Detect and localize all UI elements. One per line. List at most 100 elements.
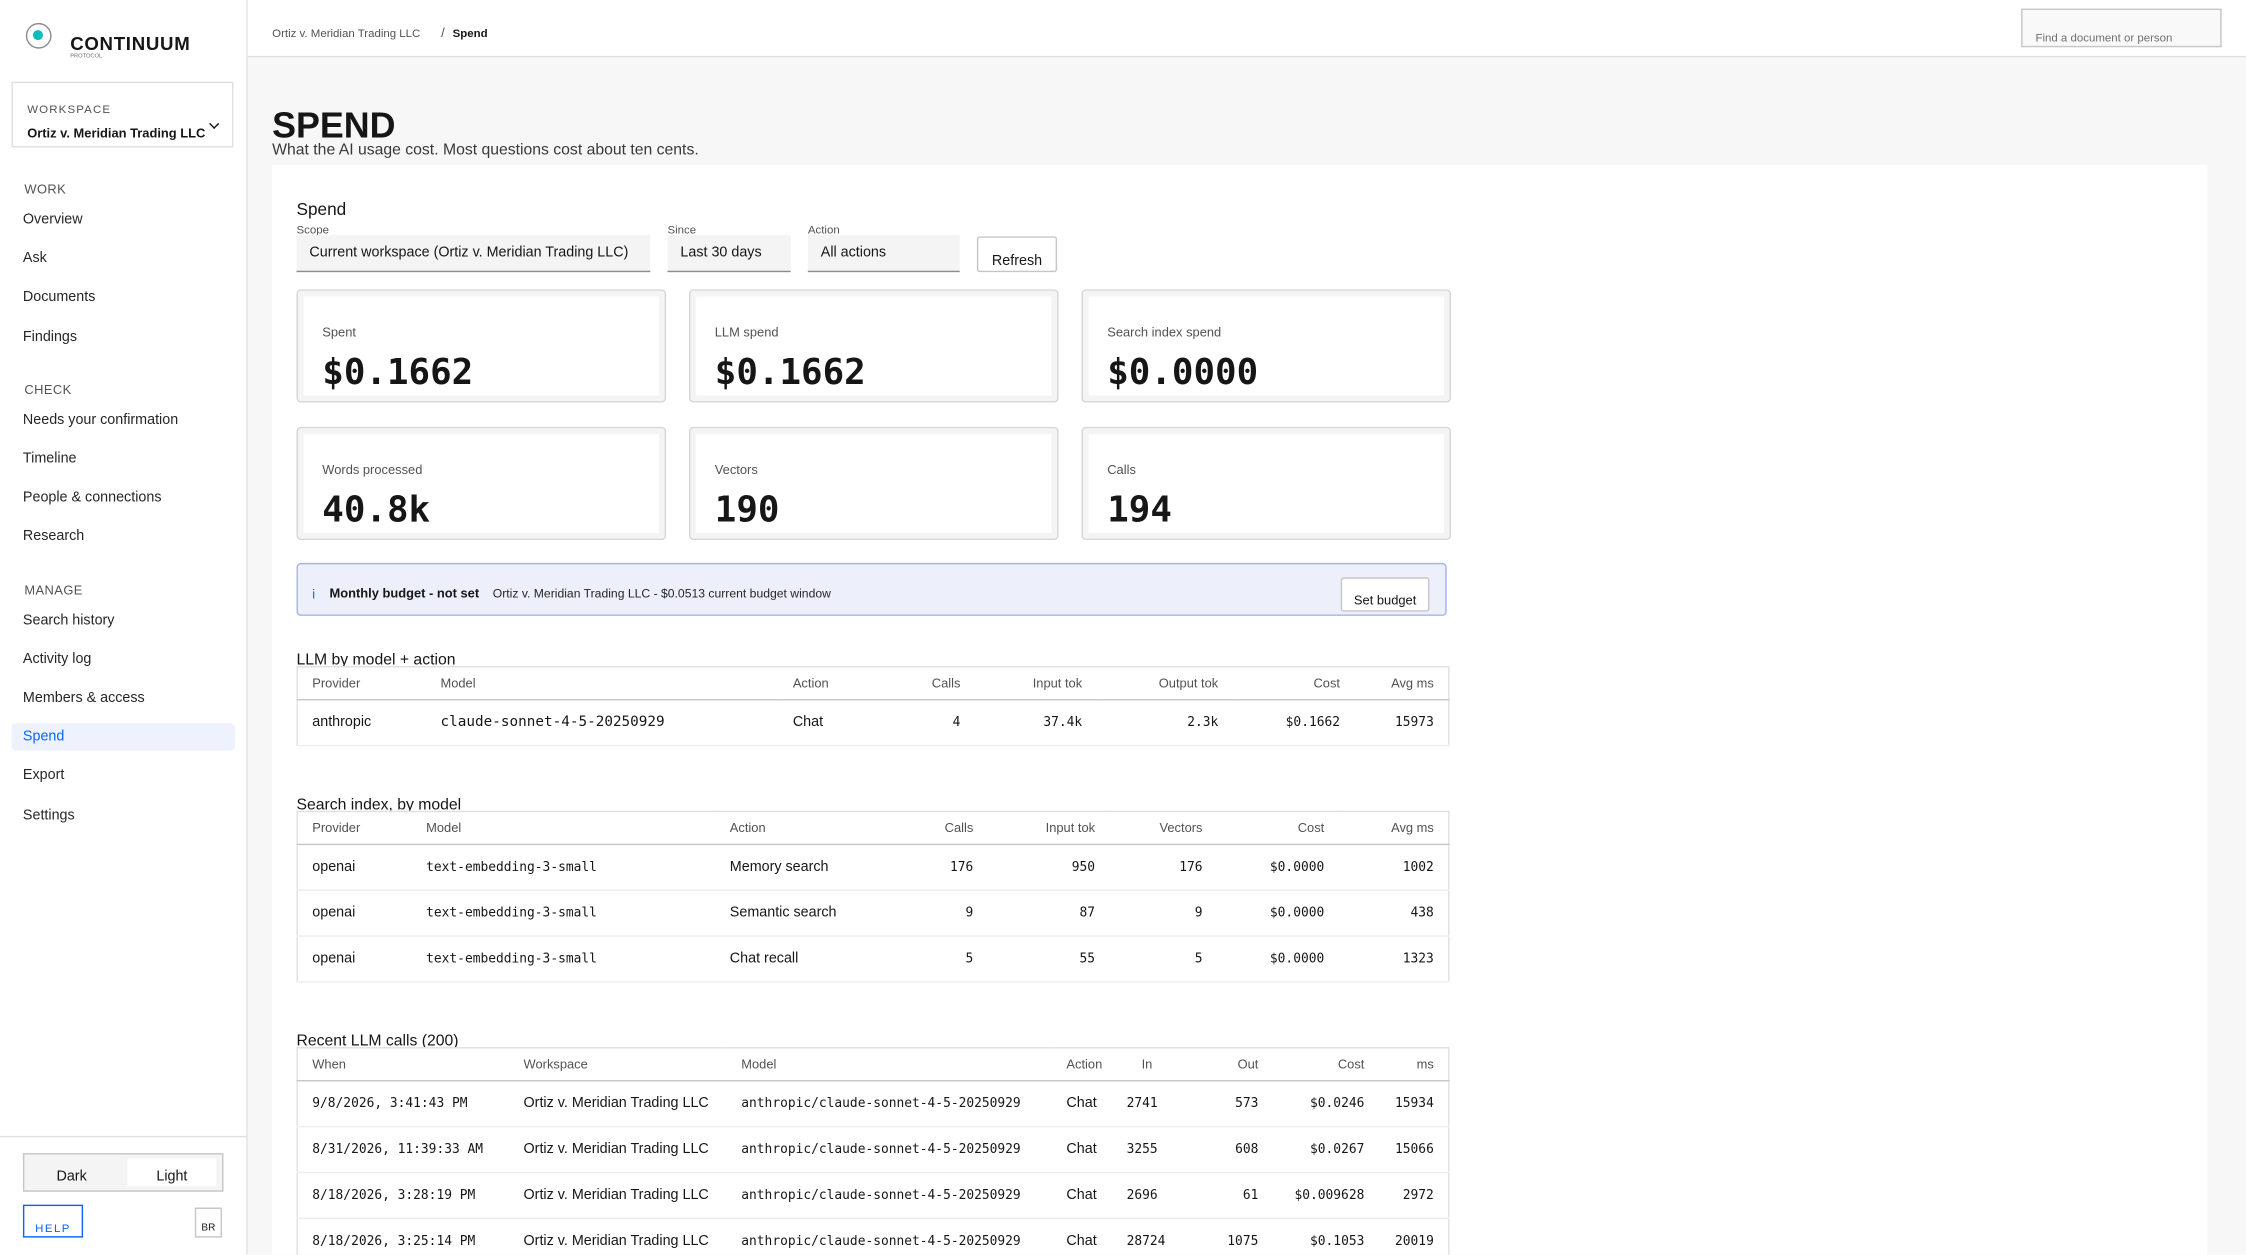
stat-value: 194 — [1107, 488, 1172, 530]
nav-item[interactable]: Settings — [22, 807, 75, 824]
table-cell: $0.0000 — [1216, 890, 1339, 937]
table-cell: 28724 — [1112, 1218, 1167, 1255]
search-box[interactable]: Find a document or person — [2021, 8, 2222, 48]
table-cell: Ortiz v. Meridian Trading LLC — [509, 1126, 727, 1174]
data-table: When Workspace Model Action In Out Cost ms 9/8/2… — [296, 1047, 1450, 1255]
table-cell: 8/18/2026, 3:25:14 PM — [297, 1218, 510, 1255]
theme-toggle: Dark Light — [22, 1153, 224, 1192]
nav-item[interactable]: Research — [22, 529, 85, 545]
nav-item[interactable]: Export — [22, 768, 65, 785]
table-cell: 1075 — [1166, 1218, 1273, 1255]
breadcrumb-item[interactable]: Ortiz v. Meridian Trading LLC — [272, 27, 421, 41]
filter-select[interactable]: Current workspace (Ortiz v. Meridian Tra… — [296, 234, 651, 273]
table-cell: text-embedding-3-small — [411, 890, 716, 937]
set-budget-button[interactable]: Set budget — [1340, 577, 1430, 612]
column-header: In — [1112, 1047, 1167, 1082]
table-cell: 15973 — [1354, 699, 1449, 747]
budget-banner: i Monthly budget - not set Ortiz v. Meridi… — [296, 562, 1447, 616]
data-table: Provider Model Action Calls Input tok Vectors… — [296, 810, 1450, 983]
stat-card: Words processed 40.8k — [296, 426, 667, 541]
breadcrumb-item: Spend — [452, 27, 488, 41]
stat-card: Vectors 190 — [688, 426, 1059, 541]
table-title: Search index, by model — [296, 796, 462, 814]
nav-item[interactable]: Documents — [22, 289, 96, 306]
table-cell: anthropic/claude-sonnet-4-5-20250929 — [726, 1172, 1053, 1219]
theme-option[interactable]: Light — [127, 1158, 217, 1187]
tbody: openai text-embedding-3-small Memory searc… — [297, 844, 1449, 983]
table-cell: text-embedding-3-small — [411, 844, 716, 891]
column-header: Action — [1052, 1047, 1113, 1082]
table-row: anthropic claude-sonnet-4-5-20250929 Chat 4… — [297, 699, 1449, 747]
refresh-button[interactable]: Refresh — [976, 236, 1058, 273]
column-header: Input tok — [974, 666, 1097, 701]
nav-item[interactable]: Timeline — [22, 451, 77, 467]
table-cell: openai — [297, 890, 412, 937]
table-cell: 9/8/2026, 3:41:43 PM — [297, 1080, 510, 1128]
sidebar — [0, 0, 248, 1255]
workspace-label: WORKSPACE — [27, 103, 112, 117]
table-cell: Chat — [1052, 1126, 1113, 1174]
stat-label: Vectors — [714, 462, 758, 477]
table-row: openai text-embedding-3-small Chat recall 5… — [297, 936, 1449, 983]
column-header: Provider — [297, 666, 427, 701]
table-cell: Chat — [778, 699, 882, 747]
table-cell: 1323 — [1338, 936, 1449, 983]
filter-label: Since — [667, 223, 697, 237]
sidebar-divider — [0, 1135, 247, 1138]
nav-section: MANAGE — [24, 582, 83, 597]
data-table: Provider Model Action Calls Input tok Output … — [296, 666, 1450, 747]
column-header: Input tok — [987, 811, 1110, 846]
table-cell: 1002 — [1338, 844, 1449, 891]
table-cell: 55 — [987, 936, 1110, 983]
table-cell: anthropic/claude-sonnet-4-5-20250929 — [726, 1080, 1053, 1128]
table-row: 8/18/2026, 3:28:19 PM Ortiz v. Meridian T… — [297, 1172, 1449, 1219]
table-row: openai text-embedding-3-small Semantic sea… — [297, 890, 1449, 937]
help-button[interactable]: HELP — [22, 1204, 84, 1238]
workspace-name: Ortiz v. Meridian Trading LLC — [27, 126, 206, 141]
nav-item[interactable]: Findings — [22, 328, 78, 345]
table-cell: 9 — [1109, 890, 1217, 937]
thead: Provider Model Action Calls Input tok Output … — [297, 666, 1449, 701]
table-cell: $0.1053 — [1272, 1218, 1379, 1255]
breadcrumb-sep: / — [441, 25, 445, 41]
avatar[interactable]: BR — [194, 1207, 223, 1238]
header-row: Provider Model Action Calls Input tok Output … — [297, 666, 1449, 701]
table-cell: anthropic/claude-sonnet-4-5-20250929 — [726, 1218, 1053, 1255]
stat-card: Search index spend $0.0000 — [1081, 289, 1452, 403]
column-header: Provider — [297, 811, 412, 846]
workspace-select[interactable]: WORKSPACE Ortiz v. Meridian Trading LLC — [11, 81, 234, 148]
brand: CONTINUUM — [70, 32, 191, 55]
nav-item[interactable]: Overview — [22, 211, 83, 228]
nav-item[interactable]: Needs your confirmation — [22, 412, 179, 428]
table-cell: 2741 — [1112, 1080, 1167, 1128]
stat-value: $0.1662 — [322, 350, 474, 393]
filter-select[interactable]: All actions — [807, 234, 960, 273]
theme-option[interactable]: Dark — [56, 1168, 87, 1185]
table-cell: 61 — [1166, 1172, 1273, 1219]
filter-select[interactable]: Last 30 days — [667, 234, 791, 273]
table-cell: 9 — [887, 890, 988, 937]
nav-item[interactable]: Ask — [22, 250, 47, 267]
table-cell: 176 — [887, 844, 988, 891]
nav-item[interactable]: Search history — [22, 612, 115, 629]
logo-dot — [32, 30, 43, 41]
column-header: Out — [1166, 1047, 1273, 1082]
stat-card: LLM spend $0.1662 — [688, 289, 1059, 403]
table-cell: 20019 — [1378, 1218, 1449, 1255]
nav-item[interactable]: Activity log — [22, 651, 92, 668]
nav-item[interactable]: Spend — [11, 723, 235, 751]
table-cell: Semantic search — [715, 890, 888, 937]
chevron — [209, 118, 220, 129]
table-cell: 176 — [1109, 844, 1217, 891]
table-cell: Ortiz v. Meridian Trading LLC — [509, 1172, 727, 1219]
table-cell: Chat — [1052, 1080, 1113, 1128]
panel-title: Spend — [296, 199, 347, 220]
table-row: 8/31/2026, 11:39:33 AM Ortiz v. Meridian … — [297, 1126, 1449, 1174]
stat-label: Words processed — [322, 462, 423, 477]
table-cell: 573 — [1166, 1080, 1273, 1128]
nav-item[interactable]: Members & access — [22, 690, 145, 707]
nav-item[interactable]: People & connections — [22, 490, 162, 506]
table-cell: anthropic — [297, 699, 427, 747]
table-cell: 438 — [1338, 890, 1449, 937]
logo — [25, 22, 52, 49]
